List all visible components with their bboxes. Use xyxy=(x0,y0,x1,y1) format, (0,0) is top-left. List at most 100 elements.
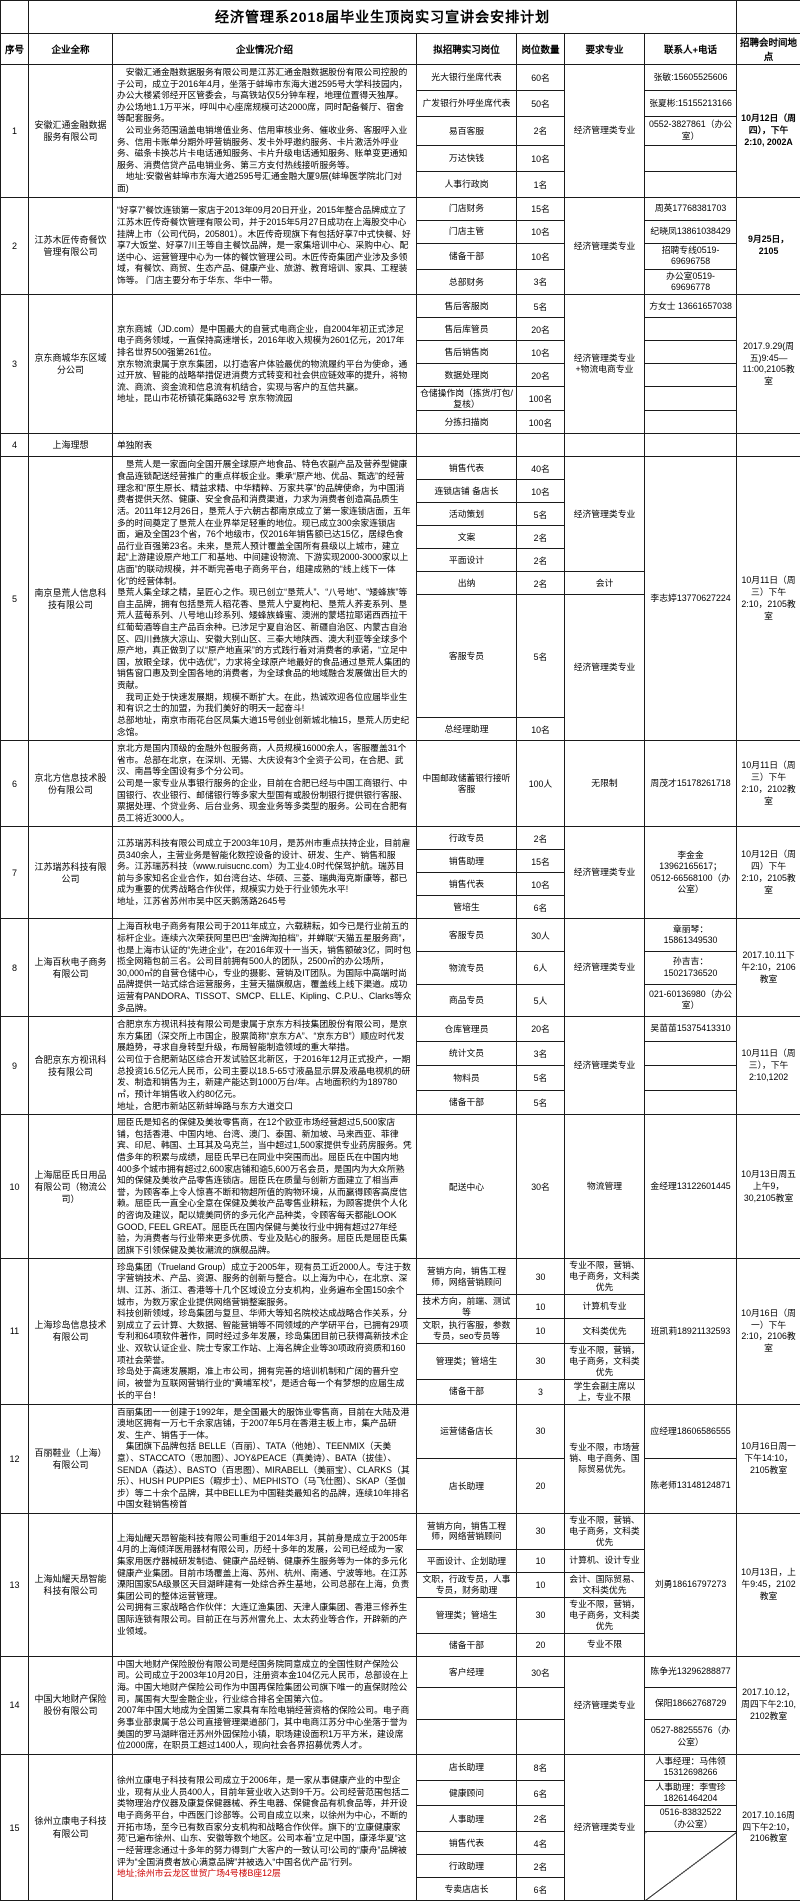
title-left-spacer xyxy=(1,1,29,34)
required-major-cell: 专业不限，营销、电子商务，文科类优先 xyxy=(565,1259,645,1295)
position-name-cell: 物流专员 xyxy=(417,952,517,985)
company-intro-cell: 屈臣氏是知名的保健及美妆零售商，在12个欧亚市场经营超过5,500家店铺，包括香… xyxy=(113,1115,417,1259)
contact-cell: 张敏:15605525606 xyxy=(645,65,737,91)
position-name-cell: 平面设计、企划助理 xyxy=(417,1549,517,1572)
header-company: 企业全称 xyxy=(29,34,113,65)
required-major-cell: 计算机专业 xyxy=(565,1295,645,1319)
company-name-cell: 上海百秋电子商务有限公司 xyxy=(29,919,113,1017)
intro-paragraph: “好享7”餐饮连锁第一家店于2013年09月20日开业，2015年整合品牌成立了… xyxy=(117,205,412,286)
required-major-cell: 经济管理类专业+物流电商专业 xyxy=(565,295,645,434)
position-count-cell: 20 xyxy=(517,1633,565,1656)
schedule-cell: 10月16日周一下午14:10，2105教室 xyxy=(737,1404,800,1513)
company-seq-cell: 13 xyxy=(1,1513,29,1656)
intro-paragraph: 公司业务范围涵盖电销增值业务、信用审核业务、催收业务、客服呼入业务、信用卡账单分… xyxy=(117,125,412,171)
position-name-cell: 配送中心 xyxy=(417,1115,517,1259)
position-name-cell: 管理类；管培生 xyxy=(417,1343,517,1379)
required-major-cell: 经济管理类专业 xyxy=(565,65,645,198)
intro-paragraph: 地址:安徽省蚌埠市东海大道2595号汇通金融大厦9层(蚌埠医学院北门对面) xyxy=(117,171,412,194)
position-name-cell: 售后客服岗 xyxy=(417,295,517,318)
position-count-cell: 15名 xyxy=(517,850,565,873)
position-name-cell: 平面设计 xyxy=(417,549,517,572)
intro-paragraph: 上海百秋电子商务有限公司于2011年成立，六载耕耘，如今已是行业前五的标杆企业。… xyxy=(117,921,412,1014)
required-major-cell: 文科类优先 xyxy=(565,1319,645,1343)
position-name-cell: 储备干部 xyxy=(417,1379,517,1404)
position-count-cell: 20 xyxy=(517,1459,565,1514)
position-name-cell: 营销方向，销售工程师，网络营销顾问 xyxy=(417,1259,517,1295)
position-count-cell: 2名 xyxy=(517,549,565,572)
position-count-cell: 60名 xyxy=(517,65,565,91)
position-count-cell: 5名 xyxy=(517,595,565,718)
company-name-cell: 江苏瑞苏科技有限公司 xyxy=(29,827,113,919)
company-name-cell: 上海屈臣氏日用品有限公司（物流公司） xyxy=(29,1115,113,1259)
position-name-cell: 客户经理 xyxy=(417,1656,517,1687)
position-count-cell: 10 xyxy=(517,1549,565,1572)
position-name-cell: 售后销售岗 xyxy=(417,341,517,364)
position-name-cell: 文职，行政专员，人事专员，财务助理 xyxy=(417,1572,517,1597)
company-name-cell: 江苏木匠传奇餐饮管理有限公司 xyxy=(29,197,113,295)
position-name-cell: 文职，执行客服，参数专员，seo专员等 xyxy=(417,1319,517,1343)
position-name-cell: 储备干部 xyxy=(417,1090,517,1114)
position-name-cell: 店长助理 xyxy=(417,1459,517,1514)
contact-cell: 保阳18662768729 xyxy=(645,1688,737,1719)
position-count-cell xyxy=(517,434,565,457)
schedule-cell: 10月16日（周一）下午2:10，2106教室 xyxy=(737,1259,800,1404)
company-seq-cell: 7 xyxy=(1,827,29,919)
position-name-cell: 销售代表 xyxy=(417,873,517,896)
position-count-cell: 5名 xyxy=(517,1090,565,1114)
schedule-cell: 10月11日（周三），下午2:10,1202 xyxy=(737,1017,800,1115)
position-count-cell: 2名 xyxy=(517,1855,565,1878)
position-count-cell: 30 xyxy=(517,1259,565,1295)
company-seq-cell: 10 xyxy=(1,1115,29,1259)
position-count-cell: 40名 xyxy=(517,457,565,480)
contact-cell: 章丽琴：15861349530 xyxy=(645,919,737,952)
company-name-cell: 上海理想 xyxy=(29,434,113,457)
contact-cell xyxy=(645,1832,737,1901)
position-name-cell: 营销方向，销售工程师，网络营销顾问 xyxy=(417,1513,517,1549)
company-name-cell: 南京垦荒人信息科技有限公司 xyxy=(29,457,113,741)
contact-cell xyxy=(645,341,737,364)
position-count-cell: 10 xyxy=(517,1572,565,1597)
company-seq-cell: 3 xyxy=(1,295,29,434)
page-title: 经济管理系2018届毕业生顶岗实习宣讲会安排计划 xyxy=(29,1,737,34)
company-intro-cell: 百丽集团一一创建于1992年，是全国最大的服饰业零售商，目前在大陆及港澳地区拥有… xyxy=(113,1404,417,1513)
position-name-cell: 分拣扫描岗 xyxy=(417,411,517,434)
position-count-cell: 2名 xyxy=(517,526,565,549)
position-name-cell: 光大银行坐席代表 xyxy=(417,65,517,91)
schedule-cell: 10月11日（周三）下午2:10，2102教室 xyxy=(737,741,800,827)
company-seq-cell: 15 xyxy=(1,1754,29,1901)
contact-cell: 班凯莉18921132593 xyxy=(645,1259,737,1404)
header-contact: 联系人+电话 xyxy=(645,34,737,65)
schedule-cell: 2017.9.29(周五)9:45—11:00,2105教室 xyxy=(737,295,800,434)
position-count-cell: 30 xyxy=(517,1513,565,1549)
position-name-cell: 储备干部 xyxy=(417,1633,517,1656)
position-count-cell: 6名 xyxy=(517,1780,565,1806)
contact-cell: 吴苗苗15375413310 xyxy=(645,1017,737,1041)
company-seq-cell: 8 xyxy=(1,919,29,1017)
company-name-cell: 徐州立康电子科技有限公司 xyxy=(29,1754,113,1901)
contact-cell xyxy=(645,318,737,341)
position-name-cell: 仓库管理员 xyxy=(417,1017,517,1041)
contact-cell: 李金金13962165617；0512-66568100（办公室） xyxy=(645,827,737,919)
intro-paragraph: 公司位于合肥新站区综合开发试验区北新区，于2016年12月正式投产，一期总投资1… xyxy=(117,1054,412,1100)
required-major-cell xyxy=(565,434,645,457)
intro-paragraph: 总部地址，南京市雨花台区凤集大道15号创业创新城北柚15，垦荒人历史纪念馆。 xyxy=(117,715,412,738)
position-name-cell: 健康顾问 xyxy=(417,1780,517,1806)
intro-paragraph: 珍岛处于高速发展期，准上市公司，拥有完善的培训机制和广阔的晋升空间，被誉为互联网… xyxy=(117,1366,412,1401)
company-intro-cell: 珍岛集团（Trueland Group）成立于2005年，现有员工近2000人。… xyxy=(113,1259,417,1404)
company-intro-cell: “好享7”餐饮连锁第一家店于2013年09月20日开业，2015年整合品牌成立了… xyxy=(113,197,417,295)
position-name-cell: 店长助理 xyxy=(417,1754,517,1780)
position-name-cell: 物料员 xyxy=(417,1066,517,1090)
company-seq-cell: 9 xyxy=(1,1017,29,1115)
intro-paragraph: 垦荒人是一家面向全国开展全球原产地食品、特色农副产品及营养型健康食品连锁配送经营… xyxy=(117,459,412,587)
position-count-cell: 100人 xyxy=(517,741,565,827)
intro-paragraph: 地址;徐州市云龙区世贸广场4号楼B座12层 xyxy=(117,1868,412,1880)
position-name-cell: 技术方向，前端、测试等 xyxy=(417,1295,517,1319)
position-count-cell: 5人 xyxy=(517,984,565,1017)
company-name-cell: 中国大地财产保险股份有限公司 xyxy=(29,1656,113,1754)
contact-cell xyxy=(645,1066,737,1090)
intro-paragraph: 百丽集团一一创建于1992年，是全国最大的服饰业零售商，目前在大陆及港澳地区拥有… xyxy=(117,1407,412,1442)
